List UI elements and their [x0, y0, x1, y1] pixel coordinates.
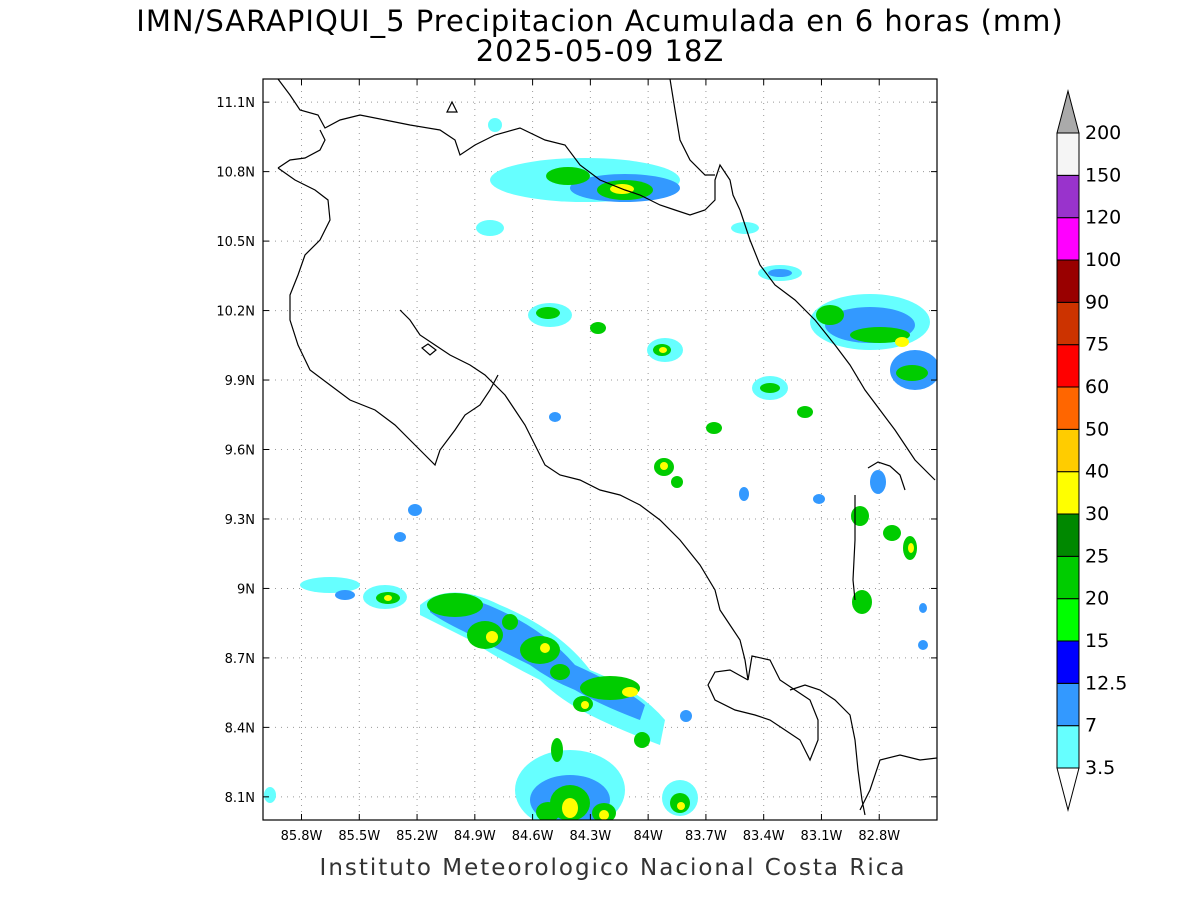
lon-tick-label: 83.4W [743, 829, 785, 844]
colorbar-level-label: 30 [1085, 503, 1109, 525]
lon-tick-label: 85.8W [281, 829, 323, 844]
colorbar-level-label: 50 [1085, 418, 1109, 440]
latitude-axis: 11.1N 10.8N 10.5N 10.2N 9.9N 9.6N 9.3N 9N 8.7N 8.… [216, 96, 937, 806]
nicoya-island [421, 343, 437, 356]
coastlines-and-borders [277, 79, 937, 816]
lat-tick-label: 10.2N [216, 305, 255, 320]
lon-tick-label: 85.5W [338, 829, 380, 844]
lat-tick-label: 9.9N [225, 374, 255, 389]
lat-tick-label: 8.1N [225, 791, 255, 806]
lake-island [446, 100, 458, 113]
lon-tick-label: 84.9W [454, 829, 496, 844]
lon-tick-label: 85.2W [396, 829, 438, 844]
colorbar-level-label: 7 [1085, 715, 1097, 737]
lat-tick-label: 8.7N [225, 652, 255, 667]
colorbar-level-label: 200 [1085, 122, 1121, 144]
colorbar-swatch [1056, 132, 1080, 176]
colorbar-swatch [1056, 598, 1080, 642]
colorbar-swatch [1056, 555, 1080, 600]
precip-cell-north-band [476, 118, 680, 236]
colorbar-bottom-arrow [1056, 767, 1080, 812]
colorbar-level-label: 15 [1085, 630, 1109, 652]
colorbar-level-label: 25 [1085, 545, 1109, 567]
caribbean-coast [739, 209, 936, 481]
lat-tick-label: 10.5N [216, 235, 255, 250]
precipitation-field [264, 118, 937, 820]
precip-cell-pacific-band [300, 504, 692, 748]
lat-tick-label: 11.1N [216, 96, 255, 111]
osa-peninsula [707, 655, 819, 762]
colorbar-swatch [1056, 344, 1080, 388]
lon-tick-label: 83.1W [801, 829, 843, 844]
lon-tick-label: 84.6W [512, 829, 554, 844]
colorbar-top-arrow [1056, 89, 1080, 134]
colorbar-level-label: 40 [1085, 461, 1109, 483]
lat-tick-label: 8.4N [225, 721, 255, 736]
colorbar-level-label: 90 [1085, 291, 1109, 313]
golfo-dulce [789, 684, 866, 816]
footer-credit: Instituto Meteorologico Nacional Costa R… [319, 855, 907, 881]
colorbar-swatch [1056, 386, 1080, 430]
colorbar-swatch [1056, 428, 1080, 473]
pacific-coast-north [277, 129, 499, 467]
nicoya-gulf [399, 309, 749, 681]
colorbar-swatch [1056, 174, 1080, 219]
map-subtitle-date: 2025-05-09 18Z [475, 34, 725, 68]
lat-tick-label: 9.6N [225, 444, 255, 459]
lat-tick-label: 9.3N [225, 513, 255, 528]
longitude-axis: 85.8W 85.5W 85.2W 84.9W 84.6W 84.3W 84W 83.7W 83… [281, 79, 900, 844]
precip-cell-southeast [851, 470, 928, 650]
colorbar-swatch [1056, 259, 1080, 303]
colorbar-swatch [1056, 513, 1080, 557]
lon-tick-label: 84.3W [569, 829, 611, 844]
colorbar-legend: 3.5 7 12.5 15 20 25 30 40 50 60 75 90 100 120 150 200 [1056, 89, 1127, 812]
lon-tick-label: 83.7W [685, 829, 727, 844]
colorbar-level-label: 75 [1085, 334, 1109, 356]
lon-tick-label: 84W [633, 829, 663, 844]
colorbar-swatch [1056, 682, 1080, 727]
precip-cell-south [264, 738, 698, 820]
panama-border [852, 461, 937, 811]
colorbar-level-label: 12.5 [1085, 672, 1127, 694]
colorbar-swatch [1056, 301, 1080, 346]
lat-tick-label: 9N [237, 582, 255, 597]
colorbar-level-label: 20 [1085, 588, 1109, 610]
colorbar-level-label: 150 [1085, 164, 1121, 186]
lat-tick-label: 10.8N [216, 166, 255, 181]
map-title: IMN/SARAPIQUI_5 Precipitacion Acumulada … [136, 4, 1064, 38]
colorbar-swatch [1056, 640, 1080, 684]
colorbar-level-label: 60 [1085, 376, 1109, 398]
colorbar-swatch [1056, 725, 1080, 769]
precip-cell-central [528, 303, 825, 504]
colorbar-level-label: 100 [1085, 249, 1121, 271]
precip-cell-northeast-coast [731, 222, 937, 390]
lon-tick-label: 82.8W [858, 829, 900, 844]
nicaragua-lake-shore [669, 79, 715, 176]
nicaragua-border-west [277, 79, 741, 216]
colorbar-swatch [1056, 217, 1080, 261]
colorbar-level-label: 120 [1085, 207, 1121, 229]
colorbar-level-label: 3.5 [1085, 757, 1115, 779]
colorbar-swatch [1056, 471, 1080, 515]
